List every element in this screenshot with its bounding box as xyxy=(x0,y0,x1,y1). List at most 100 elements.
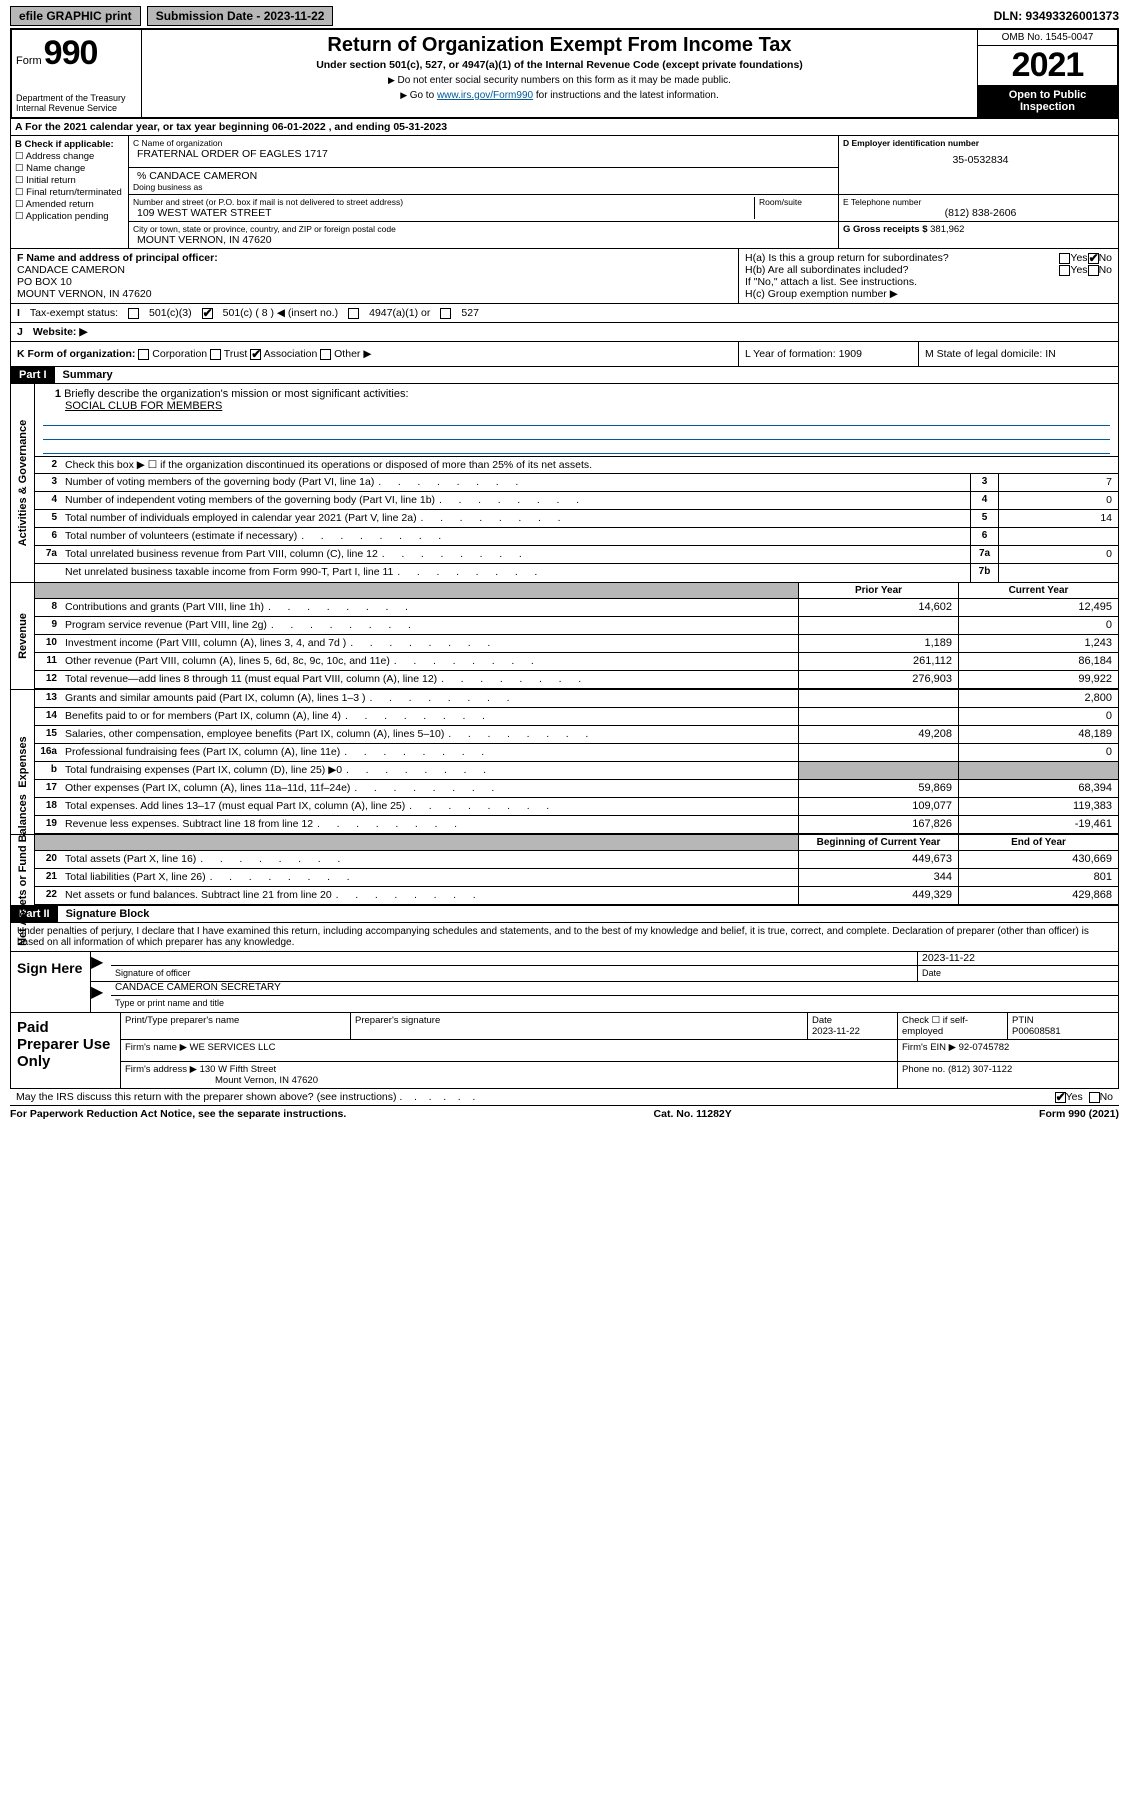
summary-row: 15 Salaries, other compensation, employe… xyxy=(35,726,1118,744)
officer-name: CANDACE CAMERON xyxy=(17,264,732,276)
signature-block: Under penalties of perjury, I declare th… xyxy=(10,923,1119,1089)
tax-status-label: Tax-exempt status: xyxy=(30,307,118,319)
discuss-no[interactable] xyxy=(1089,1092,1100,1103)
form-subtitle: Under section 501(c), 527, or 4947(a)(1)… xyxy=(148,59,971,71)
firm-phone: (812) 307-1122 xyxy=(948,1064,1012,1075)
no-label-2: No xyxy=(1099,264,1112,276)
firm-phone-label: Phone no. xyxy=(902,1064,945,1075)
opt-assoc: Association xyxy=(264,348,318,360)
paid-preparer-label: Paid Preparer Use Only xyxy=(11,1013,121,1088)
officer-addr2: MOUNT VERNON, IN 47620 xyxy=(17,288,732,300)
submission-date: Submission Date - 2023-11-22 xyxy=(147,6,334,26)
gross-label: G Gross receipts $ xyxy=(843,224,927,235)
summary-row: 20 Total assets (Part X, line 16) 449,67… xyxy=(35,851,1118,869)
row-a-period: A For the 2021 calendar year, or tax yea… xyxy=(10,119,1119,136)
summary-row: 6 Total number of volunteers (estimate i… xyxy=(35,528,1118,546)
no-label: No xyxy=(1099,252,1112,264)
state-domicile: M State of legal domicile: IN xyxy=(918,342,1118,366)
chk-final-return[interactable]: ☐ Final return/terminated xyxy=(15,187,124,198)
perjury-statement: Under penalties of perjury, I declare th… xyxy=(11,923,1118,951)
chk-address-change[interactable]: ☐ Address change xyxy=(15,151,124,162)
self-employed-chk[interactable]: Check ☐ if self-employed xyxy=(898,1013,1008,1039)
summary-row: 11 Other revenue (Part VIII, column (A),… xyxy=(35,653,1118,671)
paperwork-notice: For Paperwork Reduction Act Notice, see … xyxy=(10,1108,346,1120)
sig-officer-label: Signature of officer xyxy=(111,966,917,980)
arrow-icon: ▶ xyxy=(91,952,111,981)
summary-row: 8 Contributions and grants (Part VIII, l… xyxy=(35,599,1118,617)
phone-label: E Telephone number xyxy=(843,197,1114,207)
summary-row: 14 Benefits paid to or for members (Part… xyxy=(35,708,1118,726)
no-label-3: No xyxy=(1100,1091,1113,1103)
end-year-hdr: End of Year xyxy=(958,835,1118,850)
chk-4947[interactable] xyxy=(348,308,359,319)
part2-header: Part II Signature Block xyxy=(10,906,1119,923)
h-b-yes[interactable] xyxy=(1059,265,1070,276)
chk-initial-return[interactable]: ☐ Initial return xyxy=(15,175,124,186)
part1-title: Summary xyxy=(55,367,121,383)
open-inspection: Open to Public Inspection xyxy=(978,85,1117,117)
chk-name-change[interactable]: ☐ Name change xyxy=(15,163,124,174)
h-b-no[interactable] xyxy=(1088,265,1099,276)
phone-cell: E Telephone number (812) 838-2606 xyxy=(838,195,1118,222)
summary-row: 22 Net assets or fund balances. Subtract… xyxy=(35,887,1118,905)
mission-line xyxy=(43,440,1110,454)
h-b-note: If "No," attach a list. See instructions… xyxy=(745,276,1112,288)
discuss-yes[interactable] xyxy=(1055,1092,1066,1103)
prep-date-hdr: Date xyxy=(812,1015,893,1026)
chk-other[interactable] xyxy=(320,349,331,360)
h-a-no[interactable] xyxy=(1088,253,1099,264)
net-assets-section: Net Assets or Fund Balances Beginning of… xyxy=(10,835,1119,906)
officer-name-title: CANDACE CAMERON SECRETARY xyxy=(111,982,1118,996)
chk-assoc[interactable] xyxy=(250,349,261,360)
gross-cell: G Gross receipts $ 381,962 xyxy=(838,222,1118,248)
chk-trust[interactable] xyxy=(210,349,221,360)
yes-label-2: Yes xyxy=(1070,264,1087,276)
sig-date-label: Date xyxy=(918,966,1118,980)
firm-addr-label: Firm's address ▶ xyxy=(125,1064,197,1075)
firm-name-label: Firm's name ▶ xyxy=(125,1042,187,1053)
summary-row: 7a Total unrelated business revenue from… xyxy=(35,546,1118,564)
mission-label: Briefly describe the organization's miss… xyxy=(64,388,408,400)
firm-name: WE SERVICES LLC xyxy=(190,1042,276,1053)
h-a-yes[interactable] xyxy=(1059,253,1070,264)
yes-label: Yes xyxy=(1070,252,1087,264)
opt-527: 527 xyxy=(461,307,479,319)
expenses-section: Expenses 13 Grants and similar amounts p… xyxy=(10,690,1119,835)
chk-527[interactable] xyxy=(440,308,451,319)
chk-501c[interactable] xyxy=(202,308,213,319)
chk-amended[interactable]: ☐ Amended return xyxy=(15,199,124,210)
chk-corp[interactable] xyxy=(138,349,149,360)
prep-name-hdr: Print/Type preparer's name xyxy=(121,1013,351,1039)
department: Department of the Treasury Internal Reve… xyxy=(16,93,137,113)
org-name: FRATERNAL ORDER OF EAGLES 1717 xyxy=(133,148,834,160)
form-title: Return of Organization Exempt From Incom… xyxy=(148,34,971,57)
chk-501c3[interactable] xyxy=(128,308,139,319)
opt-4947: 4947(a)(1) or xyxy=(369,307,430,319)
part1-badge: Part I xyxy=(11,367,55,383)
sign-here-label: Sign Here xyxy=(11,952,91,1012)
street-label: Number and street (or P.O. box if mail i… xyxy=(133,197,754,207)
line2-discontinued: Check this box ▶ ☐ if the organization d… xyxy=(61,457,1118,473)
year-formation: L Year of formation: 1909 xyxy=(738,342,918,366)
summary-row: 19 Revenue less expenses. Subtract line … xyxy=(35,816,1118,834)
summary-row: 17 Other expenses (Part IX, column (A), … xyxy=(35,780,1118,798)
block-b-through-g: B Check if applicable: ☐ Address change … xyxy=(10,136,1119,249)
prior-year-hdr: Prior Year xyxy=(798,583,958,598)
city-label: City or town, state or province, country… xyxy=(133,224,834,234)
form-word: Form xyxy=(16,55,42,67)
dln: DLN: 93493326001373 xyxy=(994,9,1119,23)
revenue-section: Revenue Prior Year Current Year 8 Contri… xyxy=(10,583,1119,690)
governance-section: Activities & Governance 1 Briefly descri… xyxy=(10,384,1119,583)
type-name-label: Type or print name and title xyxy=(111,996,1118,1010)
mission-line xyxy=(43,412,1110,426)
opt-other: Other ▶ xyxy=(334,348,371,360)
ptin-value: P00608581 xyxy=(1012,1026,1114,1037)
h-c-label: H(c) Group exemption number ▶ xyxy=(745,288,1112,300)
row-k-l-m: K Form of organization: Corporation Trus… xyxy=(10,342,1119,367)
begin-year-hdr: Beginning of Current Year xyxy=(798,835,958,850)
irs-link[interactable]: www.irs.gov/Form990 xyxy=(437,90,533,101)
chk-app-pending[interactable]: ☐ Application pending xyxy=(15,211,124,222)
room-label: Room/suite xyxy=(759,197,834,207)
yes-label-3: Yes xyxy=(1066,1091,1083,1103)
efile-button[interactable]: efile GRAPHIC print xyxy=(10,6,141,26)
